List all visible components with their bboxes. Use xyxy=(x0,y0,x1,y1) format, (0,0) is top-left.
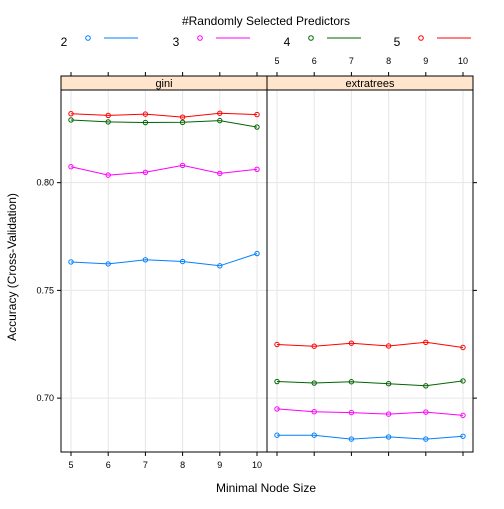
data-point-extratrees-2-7 xyxy=(348,436,355,442)
data-point-gini-3-9 xyxy=(217,170,223,177)
data-point-extratrees-4-7 xyxy=(348,379,355,385)
data-point-gini-5-10 xyxy=(254,111,260,118)
data-point-gini-2-9 xyxy=(217,263,223,269)
data-point-extratrees-3-6 xyxy=(311,409,317,415)
data-point-gini-5-9 xyxy=(217,110,223,116)
panel-border-extratrees xyxy=(266,89,474,453)
y-tick-label-2: 0.80 xyxy=(36,178,54,188)
series-line-extratrees-3 xyxy=(276,408,464,416)
x-tick-label-bottom-1: 6 xyxy=(106,460,111,470)
x-tick-label-top-4: 9 xyxy=(423,56,428,66)
x-tick-label-bottom-0: 5 xyxy=(68,460,73,470)
data-point-gini-4-5 xyxy=(68,117,74,123)
data-point-gini-3-6 xyxy=(105,172,111,178)
data-point-extratrees-5-9 xyxy=(423,339,429,346)
x-tick-label-bottom-3: 8 xyxy=(180,460,185,470)
data-point-extratrees-2-6 xyxy=(311,432,317,438)
legend-label-2: 2 xyxy=(61,35,68,49)
series-line-extratrees-5 xyxy=(276,341,464,348)
data-point-gini-3-10 xyxy=(254,166,260,172)
data-point-gini-2-5 xyxy=(68,259,74,265)
data-point-extratrees-3-5 xyxy=(274,406,280,412)
data-point-gini-3-7 xyxy=(142,169,149,176)
data-point-gini-3-5 xyxy=(68,164,74,170)
legend-label-5: 5 xyxy=(394,35,401,49)
y-tick-label-0: 0.70 xyxy=(36,393,54,403)
data-point-gini-2-7 xyxy=(142,257,149,263)
data-point-extratrees-5-6 xyxy=(311,343,317,349)
data-point-extratrees-2-10 xyxy=(460,433,466,439)
data-point-extratrees-4-6 xyxy=(311,380,317,386)
series-line-gini-3 xyxy=(70,164,258,176)
data-point-gini-5-5 xyxy=(68,111,74,117)
data-point-gini-4-7 xyxy=(142,119,149,126)
legend-marker-5 xyxy=(418,35,424,41)
data-point-gini-3-8 xyxy=(179,162,186,169)
data-point-gini-5-6 xyxy=(105,112,111,119)
legend-title: #Randomly Selected Predictors xyxy=(182,14,350,28)
data-point-gini-4-8 xyxy=(179,119,186,126)
data-point-extratrees-5-5 xyxy=(274,341,280,348)
x-axis-label: Minimal Node Size xyxy=(216,481,316,495)
data-point-gini-4-9 xyxy=(217,117,223,124)
data-point-extratrees-3-10 xyxy=(460,412,466,419)
strip-label-gini: gini xyxy=(155,78,172,90)
data-point-gini-2-8 xyxy=(179,258,186,265)
x-tick-label-bottom-5: 10 xyxy=(252,460,262,470)
data-point-extratrees-2-5 xyxy=(274,432,280,438)
legend-label-3: 3 xyxy=(173,35,180,49)
data-point-gini-4-6 xyxy=(105,119,111,125)
series-line-extratrees-4 xyxy=(276,380,464,387)
x-tick-label-top-3: 8 xyxy=(386,56,391,66)
data-point-extratrees-4-10 xyxy=(460,378,466,384)
x-tick-label-top-0: 5 xyxy=(274,56,279,66)
series-line-gini-4 xyxy=(70,119,258,128)
data-point-extratrees-2-8 xyxy=(385,434,392,440)
data-point-extratrees-3-8 xyxy=(385,411,392,417)
x-tick-label-top-1: 6 xyxy=(312,56,317,66)
data-point-gini-2-6 xyxy=(105,261,111,267)
data-point-extratrees-3-7 xyxy=(348,409,355,416)
data-point-extratrees-2-9 xyxy=(423,436,429,442)
series-line-gini-5 xyxy=(70,112,258,118)
y-tick-label-1: 0.75 xyxy=(36,285,54,295)
x-tick-label-bottom-4: 9 xyxy=(217,460,222,470)
data-point-extratrees-4-5 xyxy=(274,378,280,385)
series-line-extratrees-2 xyxy=(277,434,464,440)
y-axis-label: Accuracy (Cross-Validation) xyxy=(5,193,19,341)
data-point-extratrees-5-8 xyxy=(385,343,392,349)
x-tick-label-top-2: 7 xyxy=(349,56,354,66)
data-point-gini-2-10 xyxy=(254,250,260,257)
data-point-extratrees-4-8 xyxy=(385,380,392,387)
legend-marker-4 xyxy=(308,35,314,41)
legend-label-4: 4 xyxy=(284,35,291,49)
data-point-gini-4-10 xyxy=(254,124,260,130)
data-point-extratrees-4-9 xyxy=(423,383,429,389)
series-line-gini-2 xyxy=(70,253,258,267)
x-tick-label-top-5: 10 xyxy=(458,56,468,66)
data-point-extratrees-5-10 xyxy=(460,344,466,351)
data-point-gini-5-8 xyxy=(179,114,186,120)
legend-marker-2 xyxy=(85,35,91,41)
legend-marker-3 xyxy=(197,35,203,41)
data-point-extratrees-3-9 xyxy=(423,409,429,415)
data-point-gini-5-7 xyxy=(142,111,149,117)
x-tick-label-bottom-2: 7 xyxy=(143,460,148,470)
strip-label-extratrees: extratrees xyxy=(346,78,395,90)
data-point-extratrees-5-7 xyxy=(348,340,355,346)
